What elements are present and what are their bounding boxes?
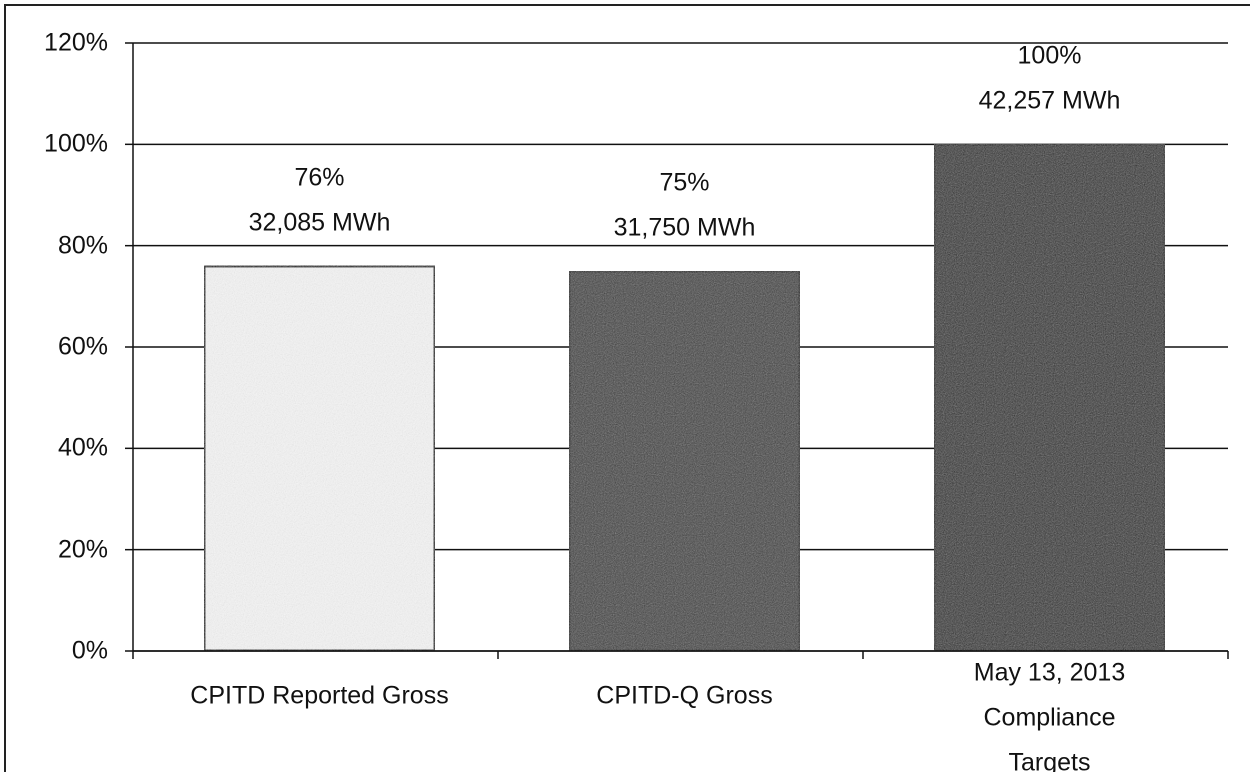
energy-label: 31,750 MWh — [613, 213, 756, 242]
y-tick-label: 20% — [57, 535, 108, 564]
x-tick-label: CPITD-Q Gross — [596, 681, 773, 710]
y-tick-label: 0% — [71, 636, 108, 665]
x-tick-label: CPITD Reported Gross — [190, 681, 449, 710]
y-tick-label: 100% — [44, 129, 108, 158]
y-tick-label: 60% — [57, 332, 108, 361]
energy-label: 42,257 MWh — [978, 86, 1121, 115]
bar — [202, 264, 437, 653]
y-tick-label: 40% — [57, 433, 108, 462]
y-tick-label: 120% — [44, 28, 108, 57]
data-label: 100% — [1017, 41, 1082, 70]
data-label: 76% — [294, 163, 345, 192]
y-tick-label: 80% — [57, 231, 108, 260]
bar — [567, 269, 802, 653]
energy-label: 32,085 MWh — [248, 208, 391, 237]
data-label: 75% — [659, 168, 710, 197]
frame — [4, 4, 1250, 772]
x-tick-label: May 13, 2013 Compliance Targets — [973, 658, 1126, 772]
bar — [932, 142, 1167, 653]
